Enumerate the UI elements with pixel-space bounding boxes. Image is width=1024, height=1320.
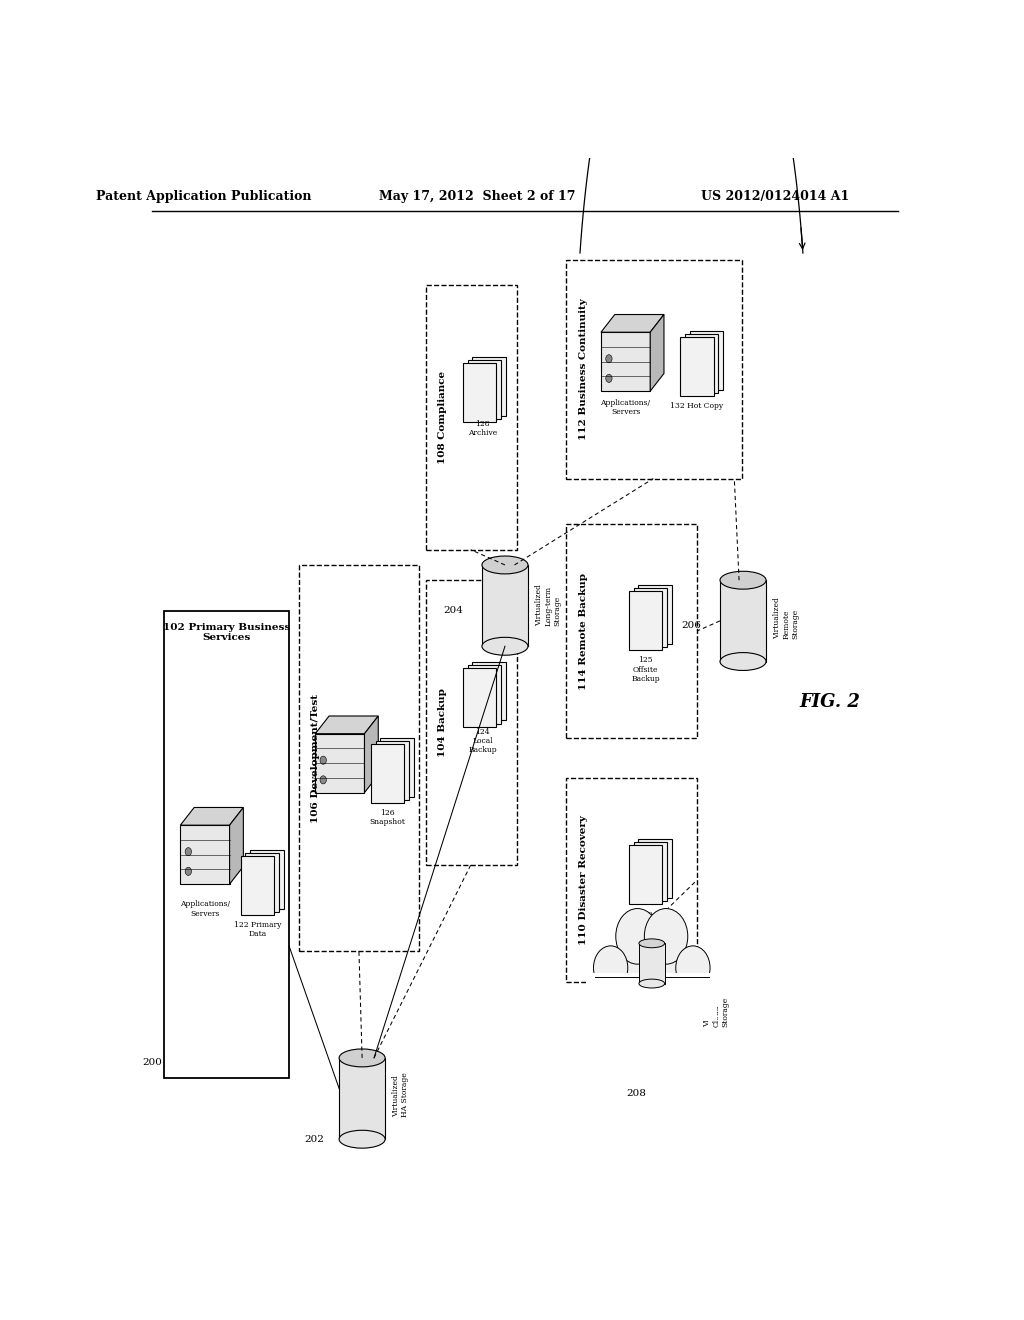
- Bar: [315, 734, 365, 792]
- Bar: [566, 260, 742, 479]
- Circle shape: [600, 948, 646, 1006]
- Ellipse shape: [339, 1130, 385, 1148]
- Bar: [463, 668, 497, 726]
- Bar: [566, 779, 697, 982]
- Ellipse shape: [482, 556, 528, 574]
- Text: Virtualized
HA Storage: Virtualized HA Storage: [392, 1072, 410, 1117]
- Bar: [426, 581, 517, 865]
- Bar: [690, 331, 723, 391]
- Text: 200: 200: [142, 1059, 162, 1068]
- Bar: [376, 741, 409, 800]
- Bar: [586, 973, 718, 1020]
- Text: 106 Development/Test: 106 Development/Test: [311, 693, 321, 822]
- Circle shape: [606, 375, 612, 383]
- Text: 114 Remote Backup: 114 Remote Backup: [579, 573, 588, 689]
- Bar: [634, 842, 667, 902]
- Bar: [299, 565, 419, 952]
- Ellipse shape: [639, 979, 665, 987]
- Bar: [463, 363, 497, 421]
- Text: 202: 202: [304, 1135, 325, 1143]
- Text: 108 Compliance: 108 Compliance: [438, 371, 447, 465]
- Text: Virtualized
Cloud
Storage: Virtualized Cloud Storage: [703, 986, 730, 1027]
- Polygon shape: [365, 715, 378, 792]
- Text: 208: 208: [626, 1089, 646, 1098]
- Circle shape: [676, 946, 710, 990]
- Bar: [629, 591, 663, 651]
- Circle shape: [615, 908, 659, 964]
- Text: 132 Hot Copy: 132 Hot Copy: [671, 403, 724, 411]
- Bar: [638, 585, 672, 644]
- Ellipse shape: [720, 572, 766, 589]
- Text: 110 Disaster Recovery: 110 Disaster Recovery: [579, 816, 588, 945]
- Text: 206: 206: [682, 622, 701, 631]
- Bar: [680, 338, 714, 396]
- Text: Applications/
Servers: Applications/ Servers: [180, 900, 230, 917]
- Text: 125
Offsite
Backup: 125 Offsite Backup: [631, 656, 659, 682]
- Circle shape: [644, 908, 688, 964]
- Bar: [468, 359, 501, 418]
- Bar: [482, 565, 528, 647]
- Bar: [250, 850, 284, 908]
- Circle shape: [606, 355, 612, 363]
- Text: 130
Safe
Copy: 130 Safe Copy: [636, 911, 655, 937]
- Circle shape: [321, 776, 327, 784]
- Polygon shape: [601, 314, 664, 333]
- Polygon shape: [315, 715, 378, 734]
- Circle shape: [185, 847, 191, 855]
- Bar: [241, 855, 274, 915]
- Bar: [472, 661, 506, 721]
- Bar: [371, 744, 404, 803]
- Bar: [180, 825, 229, 884]
- Bar: [472, 356, 506, 416]
- Bar: [638, 840, 672, 899]
- Circle shape: [321, 756, 327, 764]
- Circle shape: [657, 948, 703, 1006]
- Circle shape: [594, 946, 628, 990]
- Text: May 17, 2012  Sheet 2 of 17: May 17, 2012 Sheet 2 of 17: [379, 190, 575, 202]
- Text: Applications/
Servers: Applications/ Servers: [600, 399, 650, 417]
- Ellipse shape: [482, 638, 528, 655]
- Text: 122 Primary
Data: 122 Primary Data: [233, 921, 281, 939]
- Ellipse shape: [339, 1049, 385, 1067]
- Polygon shape: [650, 314, 664, 391]
- Bar: [164, 611, 289, 1078]
- Text: Virtualized
Long-term
Storage: Virtualized Long-term Storage: [536, 583, 561, 626]
- Text: US 2012/0124014 A1: US 2012/0124014 A1: [700, 190, 849, 202]
- Bar: [246, 853, 279, 912]
- Ellipse shape: [639, 939, 665, 948]
- Bar: [720, 581, 766, 661]
- Ellipse shape: [720, 652, 766, 671]
- Polygon shape: [180, 808, 244, 825]
- Bar: [426, 285, 517, 549]
- Text: 112 Business Continuity: 112 Business Continuity: [579, 298, 588, 440]
- Text: Patent Application Publication: Patent Application Publication: [95, 190, 311, 202]
- Bar: [566, 524, 697, 738]
- Bar: [685, 334, 719, 393]
- Circle shape: [622, 925, 682, 1002]
- Text: 126
Snapshot: 126 Snapshot: [370, 809, 406, 826]
- Text: 204: 204: [443, 606, 463, 615]
- Bar: [380, 738, 414, 797]
- Polygon shape: [229, 808, 244, 884]
- Bar: [339, 1057, 385, 1139]
- Bar: [468, 664, 501, 723]
- Bar: [639, 944, 665, 983]
- Text: 102 Primary Business
Services: 102 Primary Business Services: [163, 623, 290, 643]
- Text: 124
Local
Backup: 124 Local Backup: [468, 727, 497, 754]
- Bar: [629, 846, 663, 904]
- Text: Virtualized
Remote
Storage: Virtualized Remote Storage: [773, 597, 800, 639]
- Circle shape: [185, 867, 191, 875]
- Bar: [634, 589, 667, 647]
- Text: FIG. 2: FIG. 2: [800, 693, 861, 711]
- Text: 128
Archive: 128 Archive: [468, 420, 498, 437]
- Text: 104 Backup: 104 Backup: [438, 688, 447, 756]
- Bar: [601, 333, 650, 391]
